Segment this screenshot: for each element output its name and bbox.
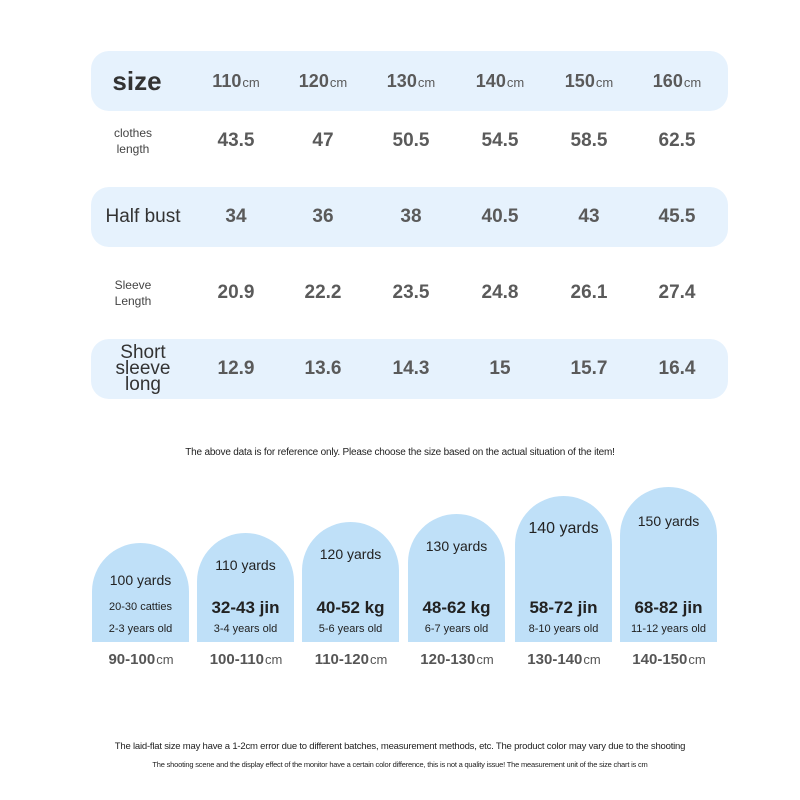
size-unit: cm (417, 75, 436, 90)
card-title: 100 yards (109, 572, 172, 588)
card-title: 140 yards (528, 520, 599, 537)
card-title: 150 yards (637, 513, 700, 529)
card-age: 5-6 years old (318, 623, 383, 635)
size-header: 130 cm (369, 51, 453, 111)
card-weight: 32-43 jin (211, 598, 280, 617)
card-title: 120 yards (319, 546, 382, 562)
row-value: 23.5 (392, 282, 430, 303)
card-weight: 68-82 jin (634, 598, 703, 617)
row-value: 36 (312, 206, 334, 227)
footer-line: The shooting scene and the display effec… (152, 760, 648, 769)
row-value: 26.1 (570, 282, 608, 303)
row-value: 24.8 (481, 282, 519, 303)
size-card: 120 yards 40-52 kg 5-6 years old (302, 522, 399, 642)
card-range: 120-130cm (402, 651, 512, 668)
range-unit: cm (688, 652, 706, 667)
row-value: 12.9 (217, 358, 255, 379)
size-number: 120 (298, 70, 329, 91)
card-age: 11-12 years old (630, 623, 706, 635)
size-number: 140 (475, 70, 506, 91)
table-row: Half bust 34 36 38 40.5 43 45.5 (91, 187, 728, 247)
size-unit: cm (242, 75, 260, 90)
card-weight: 58-72 jin (529, 598, 598, 617)
header-row: size 110 cm 120 cm 130 cm 140 cm 150 cm 160 cm (91, 51, 728, 111)
range-unit: cm (476, 652, 494, 667)
card-title: 130 yards (425, 538, 488, 554)
card-range: 100-110cm (191, 651, 301, 668)
card-title: 110 yards (215, 557, 276, 573)
size-unit: cm (329, 75, 348, 90)
row-value: 16.4 (658, 358, 696, 379)
range-number: 140-150 (632, 651, 688, 668)
size-number: 130 (386, 70, 417, 91)
row-value: 38 (400, 206, 422, 227)
card-age: 3-4 years old (213, 623, 278, 635)
row-value: 15 (489, 358, 511, 379)
size-unit: cm (683, 75, 702, 90)
row-value: 15.7 (570, 358, 608, 379)
card-age: 2-3 years old (108, 623, 173, 635)
footer-line: The laid-flat size may have a 1-2cm erro… (114, 741, 686, 752)
row-value: 58.5 (570, 130, 608, 151)
size-unit: cm (595, 75, 614, 90)
row-value: 13.6 (304, 358, 342, 379)
row-label: Half bust (105, 206, 181, 227)
size-header: 150 cm (547, 51, 631, 111)
size-number: 150 (564, 70, 595, 91)
row-label: Sleeve Length (114, 278, 152, 308)
range-unit: cm (156, 652, 174, 667)
card-age: 8-10 years old (528, 623, 599, 635)
range-number: 120-130 (420, 651, 476, 668)
row-value: 27.4 (658, 282, 696, 303)
table-row: clothes length 43.5 47 50.5 54.5 58.5 62.5 (91, 111, 728, 171)
card-range: 110-120cm (296, 651, 406, 668)
range-unit: cm (369, 652, 388, 667)
card-range: 130-140cm (509, 651, 619, 668)
card-weight: 20-30 catties (109, 601, 172, 613)
size-header: 110 cm (194, 51, 278, 111)
size-unit: cm (506, 75, 525, 90)
range-unit: cm (583, 652, 601, 667)
card-weight: 40-52 kg (316, 598, 385, 617)
size-card: 100 yards 20-30 catties 2-3 years old (92, 543, 189, 642)
size-header: 140 cm (458, 51, 542, 111)
row-label: Short sleeve long (115, 342, 171, 395)
card-weight: 48-62 kg (422, 598, 491, 617)
table-row: Short sleeve long 12.9 13.6 14.3 15 15.7 16.4 (91, 339, 728, 399)
card-age: 6-7 years old (424, 623, 489, 635)
range-number: 110-120 (314, 651, 369, 668)
row-value: 47 (312, 130, 334, 151)
row-value: 40.5 (481, 206, 519, 227)
row-value: 20.9 (217, 282, 255, 303)
row-value: 45.5 (658, 206, 696, 227)
size-number: 160 (652, 70, 683, 91)
row-value: 14.3 (392, 358, 430, 379)
row-value: 34 (225, 206, 247, 227)
card-range: 140-150cm (614, 651, 724, 668)
row-value: 43.5 (217, 130, 255, 151)
range-number: 100-110 (209, 651, 264, 668)
row-value: 22.2 (304, 282, 342, 303)
row-value: 62.5 (658, 130, 696, 151)
size-card: 130 yards 48-62 kg 6-7 years old (408, 514, 505, 642)
size-card: 110 yards 32-43 jin 3-4 years old (197, 533, 294, 642)
card-range: 90-100cm (86, 651, 196, 668)
row-value: 50.5 (392, 130, 430, 151)
row-value: 54.5 (481, 130, 519, 151)
size-header: 160 cm (635, 51, 719, 111)
table-row: Sleeve Length 20.9 22.2 23.5 24.8 26.1 27.4 (91, 263, 728, 323)
note: The above data is for reference only. Pl… (185, 447, 615, 458)
size-card: 150 yards 68-82 jin 11-12 years old (620, 487, 717, 642)
size-card: 140 yards 58-72 jin 8-10 years old (515, 496, 612, 642)
row-label: clothes length (113, 126, 153, 156)
header-label: size (112, 65, 162, 96)
size-number: 110 (212, 70, 242, 91)
row-value: 43 (578, 206, 600, 227)
range-unit: cm (264, 652, 283, 667)
size-header: 120 cm (281, 51, 365, 111)
range-number: 90-100 (108, 651, 156, 668)
range-number: 130-140 (527, 651, 583, 668)
